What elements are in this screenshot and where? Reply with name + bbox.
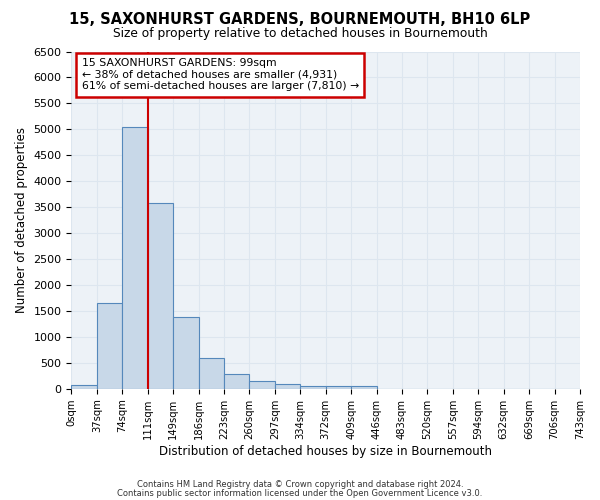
Bar xyxy=(275,384,300,389)
Text: Size of property relative to detached houses in Bournemouth: Size of property relative to detached ho… xyxy=(113,28,487,40)
Text: 15 SAXONHURST GARDENS: 99sqm
← 38% of detached houses are smaller (4,931)
61% of: 15 SAXONHURST GARDENS: 99sqm ← 38% of de… xyxy=(82,58,359,92)
Bar xyxy=(351,386,377,389)
Bar xyxy=(148,203,173,389)
Bar xyxy=(173,316,199,389)
Bar xyxy=(224,374,250,389)
X-axis label: Distribution of detached houses by size in Bournemouth: Distribution of detached houses by size … xyxy=(159,444,492,458)
Bar xyxy=(122,127,148,389)
Bar xyxy=(250,382,275,389)
Bar xyxy=(326,386,351,389)
Bar xyxy=(199,358,224,389)
Y-axis label: Number of detached properties: Number of detached properties xyxy=(15,127,28,313)
Bar xyxy=(300,386,326,389)
Text: Contains HM Land Registry data © Crown copyright and database right 2024.: Contains HM Land Registry data © Crown c… xyxy=(137,480,463,489)
Bar xyxy=(71,385,97,389)
Text: 15, SAXONHURST GARDENS, BOURNEMOUTH, BH10 6LP: 15, SAXONHURST GARDENS, BOURNEMOUTH, BH1… xyxy=(70,12,530,28)
Text: Contains public sector information licensed under the Open Government Licence v3: Contains public sector information licen… xyxy=(118,488,482,498)
Bar xyxy=(97,303,122,389)
